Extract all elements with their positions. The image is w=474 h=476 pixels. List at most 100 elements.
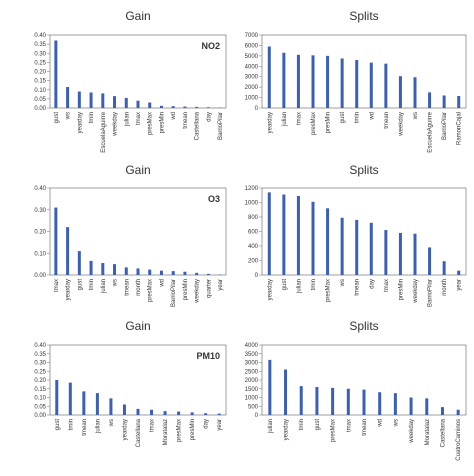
bar	[190, 412, 194, 415]
bar	[296, 54, 300, 108]
y-tick-label: 0	[255, 273, 259, 279]
bar	[183, 106, 187, 108]
x-tick-label: tmean	[362, 419, 368, 436]
plot-frame	[49, 187, 227, 276]
bar	[409, 397, 413, 415]
bar	[183, 271, 187, 275]
bar	[284, 369, 288, 415]
bar	[89, 92, 93, 108]
y-tick-label: 4000	[245, 64, 259, 70]
y-tick-label: 0.15	[34, 387, 46, 393]
y-tick-label: 4000	[245, 343, 259, 349]
y-tick-label: 0.30	[34, 51, 46, 57]
y-tick-label: 2000	[245, 85, 259, 91]
y-tick-label: 0.05	[34, 97, 46, 103]
bar	[124, 97, 128, 108]
x-tick-label: tmean	[124, 279, 130, 296]
x-tick-label: day	[206, 112, 212, 122]
x-tick-label: presMin	[398, 279, 404, 300]
x-tick-label: presMin	[183, 279, 189, 300]
x-tick-label: tmax	[150, 419, 156, 432]
y-tick-label: 3500	[245, 352, 259, 358]
y-tick-label: 1500	[245, 387, 259, 393]
y-tick-label: 3000	[245, 75, 259, 81]
x-tick-label: day	[204, 419, 210, 429]
bar	[369, 222, 373, 275]
bar	[89, 260, 93, 275]
plot-frame	[49, 34, 227, 109]
x-tick-label: gust	[77, 279, 83, 291]
x-tick-label: tmax	[136, 112, 142, 125]
x-tick-label: wd	[171, 112, 177, 121]
x-tick-label: tmax	[54, 279, 60, 292]
x-tick-label: Castellana	[195, 111, 201, 140]
bar	[163, 411, 167, 415]
y-tick-label: 0.20	[34, 70, 46, 76]
chart-title: Gain	[125, 319, 150, 333]
bar	[362, 389, 366, 415]
x-tick-label: gust	[340, 112, 346, 124]
bar	[398, 232, 402, 275]
bar	[101, 263, 105, 275]
x-tick-label: presMax	[148, 112, 154, 135]
x-tick-label: tmean	[355, 279, 361, 296]
x-tick-label: quarter	[206, 279, 212, 298]
x-tick-label: tmax	[346, 419, 352, 432]
x-tick-label: weekday	[398, 112, 404, 137]
annotation: O3	[208, 194, 220, 204]
y-tick-label: 2000	[245, 378, 259, 384]
x-tick-label: tmin	[68, 419, 74, 430]
bar	[136, 408, 140, 415]
x-tick-label: EscuelaAguirre	[101, 111, 107, 152]
bar	[384, 230, 388, 275]
x-tick-label: wd	[159, 279, 165, 288]
bar	[113, 264, 117, 275]
x-tick-label: year	[218, 279, 224, 291]
x-tick-label: Castellana	[136, 418, 142, 447]
y-tick-label: 0.00	[34, 273, 46, 279]
x-tick-label: presMin	[190, 419, 196, 440]
y-tick-label: 1000	[245, 201, 259, 207]
bar	[282, 52, 286, 108]
bar	[148, 102, 152, 108]
x-tick-label: RamonCajal	[457, 112, 463, 145]
bar	[398, 76, 402, 108]
bar	[159, 270, 163, 275]
bar	[355, 60, 359, 108]
y-tick-label: 0.05	[34, 404, 46, 410]
x-tick-label: julian	[101, 279, 107, 294]
x-tick-label: EscuelaAguirre	[428, 111, 434, 152]
x-tick-label: month	[442, 279, 448, 296]
y-tick-label: 0.10	[34, 396, 46, 402]
bar	[206, 107, 210, 108]
bar	[171, 271, 175, 275]
x-tick-label: tmin	[355, 112, 361, 123]
x-tick-label: ws	[109, 419, 115, 427]
bar	[136, 100, 140, 108]
plot-frame	[261, 187, 467, 276]
bar	[54, 40, 58, 108]
bar	[428, 92, 432, 108]
bar	[109, 398, 113, 415]
y-tick-label: 600	[248, 230, 259, 236]
x-tick-label: BarrioPilar	[171, 279, 177, 307]
chart-title: Splits	[349, 319, 378, 333]
x-tick-label: presMax	[177, 419, 183, 442]
x-tick-label: yearday	[122, 419, 128, 440]
y-tick-label: 0.30	[34, 361, 46, 367]
y-tick-label: 200	[248, 259, 259, 265]
y-tick-label: 0.20	[34, 378, 46, 384]
bar	[101, 93, 105, 108]
x-tick-label: ws	[393, 419, 399, 427]
x-tick-label: year	[457, 279, 463, 291]
x-tick-label: yearday	[267, 112, 273, 133]
bar	[204, 413, 208, 415]
y-tick-label: 2500	[245, 369, 259, 375]
bar	[456, 409, 460, 415]
bar	[66, 87, 70, 108]
bar	[311, 55, 315, 108]
x-tick-label: julian	[95, 419, 101, 434]
y-tick-label: 1000	[245, 396, 259, 402]
x-tick-label: day	[369, 279, 375, 289]
x-tick-label: gust	[282, 279, 288, 291]
